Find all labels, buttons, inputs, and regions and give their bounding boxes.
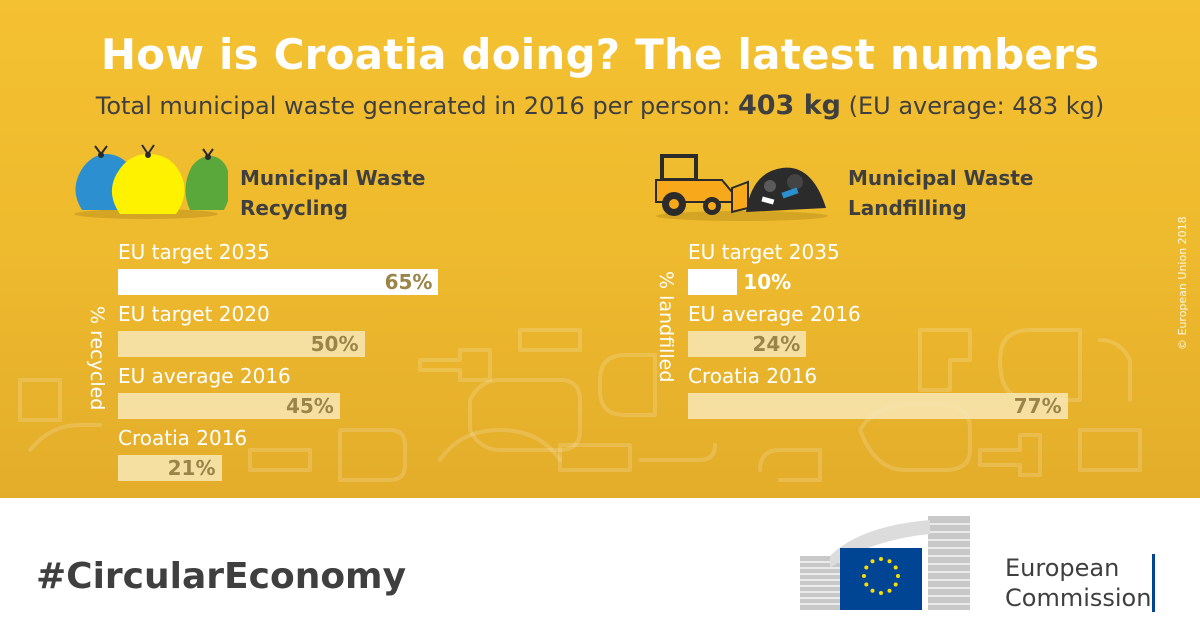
subtitle-suffix: (EU average: 483 kg) bbox=[840, 92, 1105, 120]
subtitle-value: 403 kg bbox=[737, 90, 841, 121]
page-title: How is Croatia doing? The latest numbers bbox=[100, 30, 1100, 79]
data-label: 10% bbox=[743, 270, 792, 294]
bar bbox=[688, 393, 1068, 419]
bar bbox=[118, 455, 222, 481]
garbage-bags-icon bbox=[74, 144, 228, 219]
copyright-text: © European Union 2018 bbox=[1176, 216, 1189, 350]
yellow-panel: How is Croatia doing? The latest numbers… bbox=[0, 0, 1200, 498]
bar bbox=[688, 269, 738, 295]
logo-divider bbox=[1152, 554, 1155, 612]
logo-line-european: European bbox=[1005, 554, 1120, 582]
footer: European Commission bbox=[0, 498, 1200, 628]
bar bbox=[118, 393, 340, 419]
category-label: EU target 2035 bbox=[688, 240, 840, 264]
landfill-axis-label: % landfilled bbox=[655, 271, 677, 383]
bulldozer-icon bbox=[655, 154, 828, 221]
category-label: Croatia 2016 bbox=[688, 364, 818, 388]
category-label: EU average 2016 bbox=[118, 364, 291, 388]
subtitle: Total municipal waste generated in 2016 … bbox=[0, 90, 1200, 121]
category-label: EU target 2020 bbox=[118, 302, 270, 326]
data-label: 77% bbox=[1013, 394, 1062, 418]
category-label: EU target 2035 bbox=[118, 240, 270, 264]
data-label: 50% bbox=[310, 332, 359, 356]
commission-building-icon bbox=[800, 516, 970, 610]
category-label: EU average 2016 bbox=[688, 302, 861, 326]
recycling-title: Municipal Waste Recycling bbox=[240, 163, 425, 223]
category-label: Croatia 2016 bbox=[118, 426, 248, 450]
recycling-title-line2: Recycling bbox=[240, 196, 348, 220]
landfill-title: Municipal Waste Landfilling bbox=[848, 163, 1033, 223]
landfill-title-line1: Municipal Waste bbox=[848, 166, 1034, 190]
data-label: 21% bbox=[167, 456, 216, 480]
subtitle-prefix: Total municipal waste generated in 2016 … bbox=[95, 92, 738, 120]
bar bbox=[118, 331, 365, 357]
bar bbox=[688, 331, 807, 357]
recycling-axis-label: % recycled bbox=[86, 306, 108, 411]
bar bbox=[118, 269, 439, 295]
recycling-title-line1: Municipal Waste bbox=[240, 166, 426, 190]
landfill-title-line2: Landfilling bbox=[848, 196, 967, 220]
data-label: 24% bbox=[752, 332, 801, 356]
logo-line-commission: Commission bbox=[1005, 584, 1152, 612]
data-label: 45% bbox=[285, 394, 334, 418]
data-label: 65% bbox=[384, 270, 433, 294]
hashtag: #CircularEconomy bbox=[36, 556, 407, 597]
